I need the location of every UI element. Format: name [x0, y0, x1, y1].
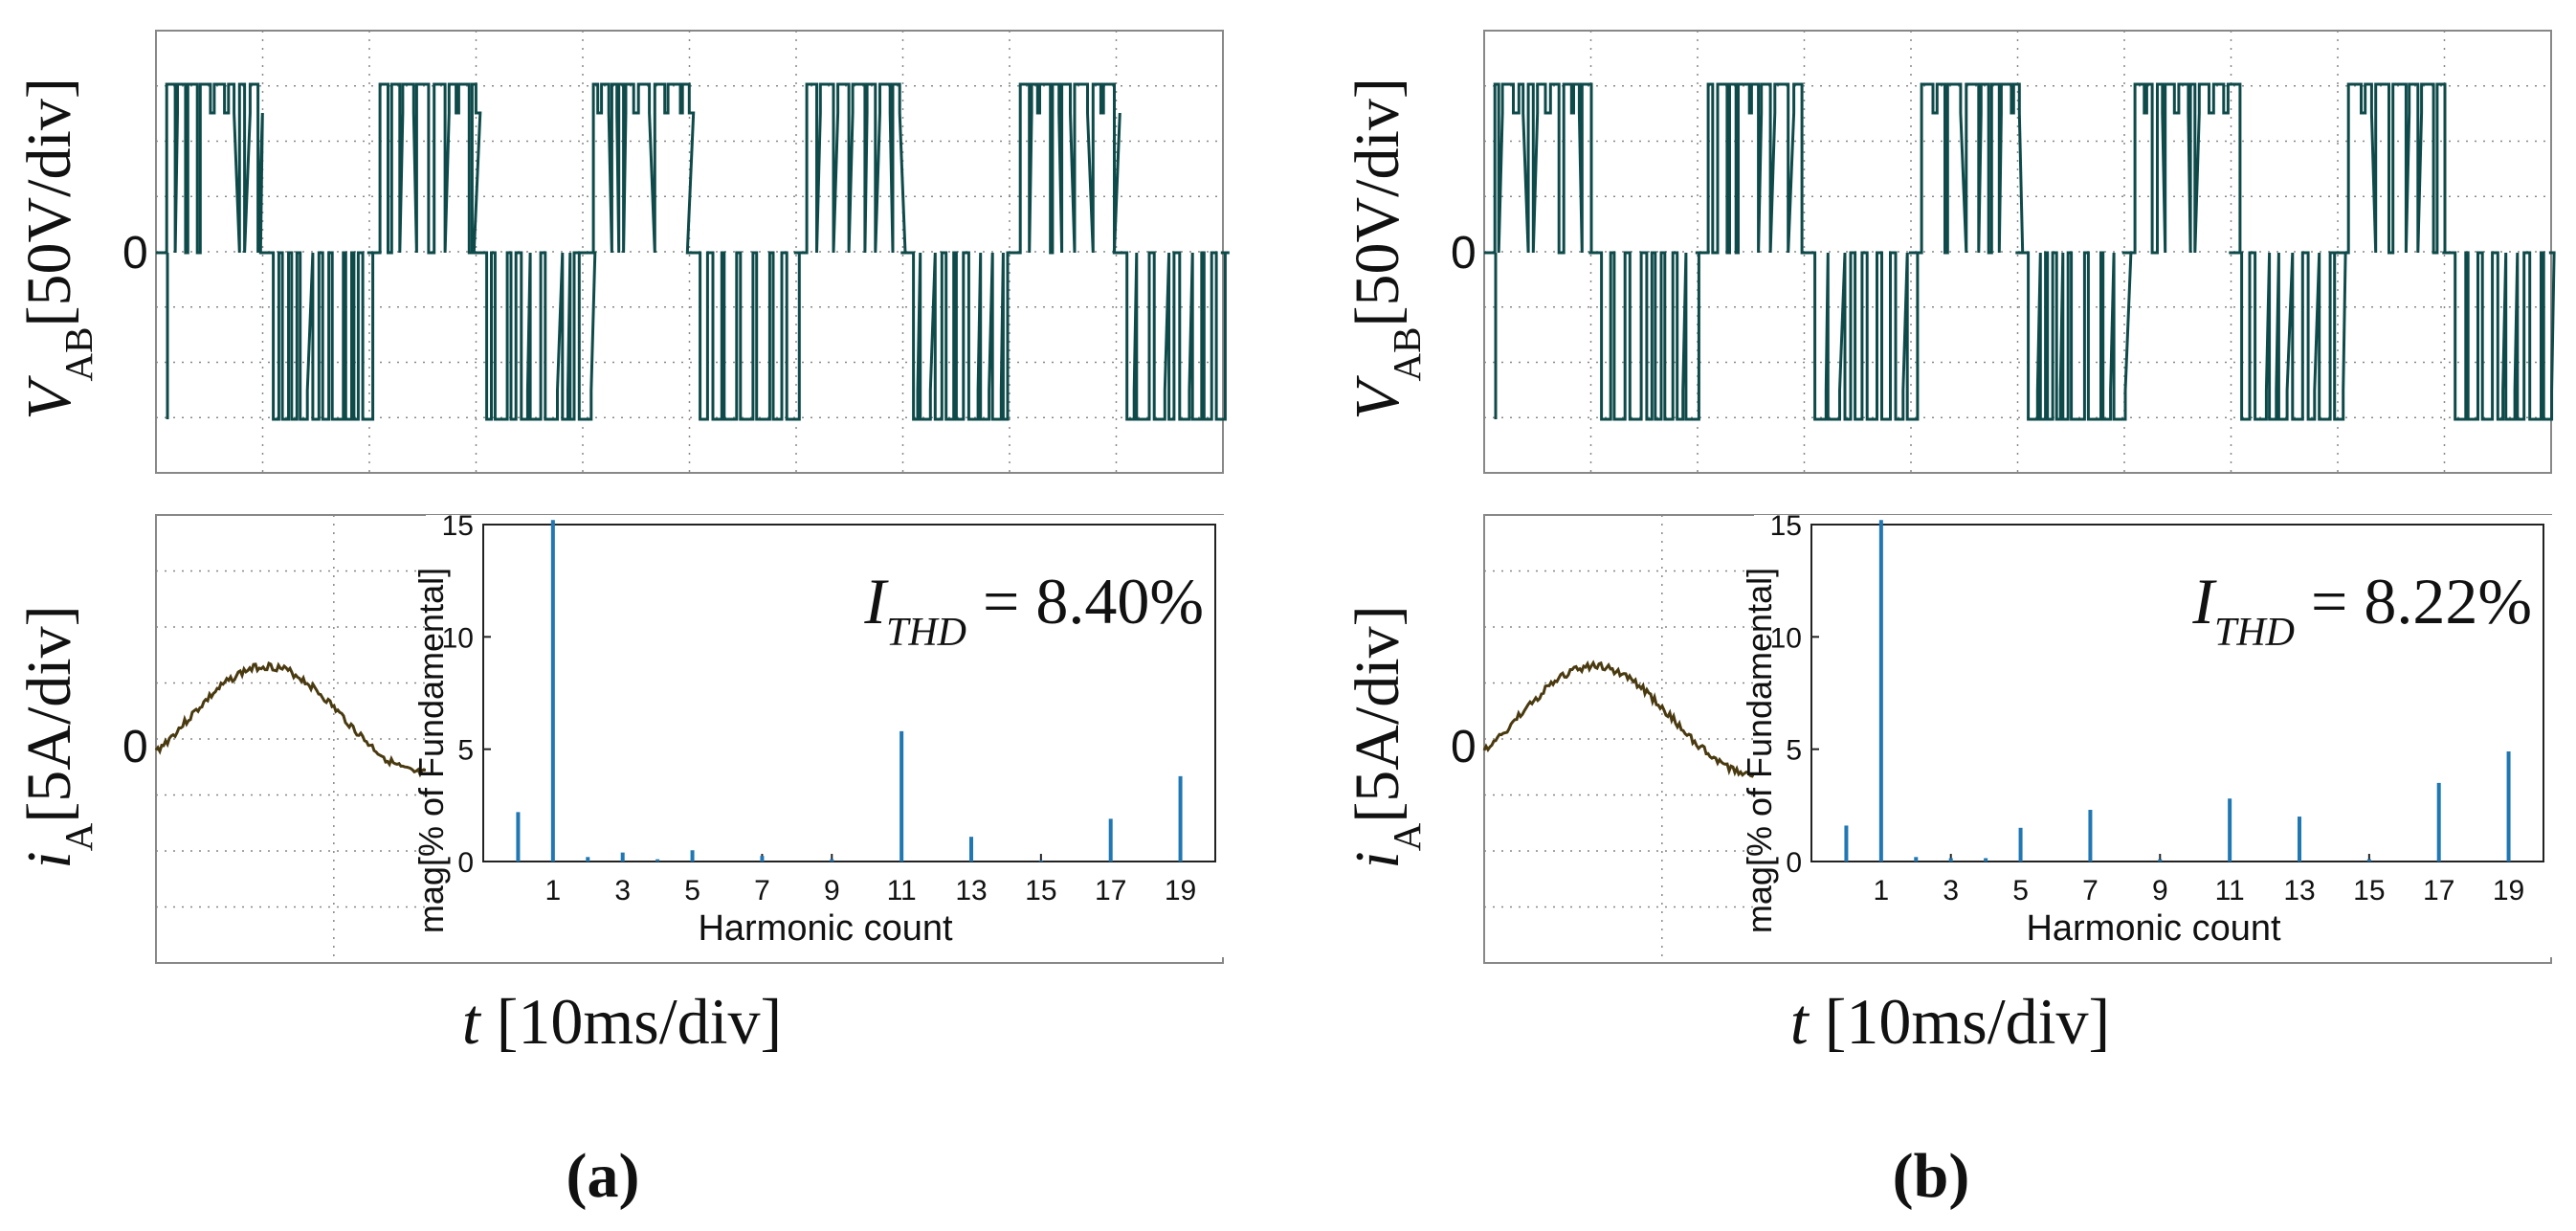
- current-axis-label: iA[5A/div]: [14, 605, 100, 868]
- ytick-label: 5: [457, 735, 474, 767]
- xtick-label: 17: [2423, 875, 2454, 906]
- xtick-label: 11: [2215, 875, 2245, 906]
- xtick-label: 1: [545, 875, 562, 906]
- xtick-label: 3: [614, 875, 631, 906]
- ytick-label: 0: [1786, 847, 1802, 879]
- voltage-trace: [156, 82, 1230, 421]
- xtick-label: 11: [887, 875, 917, 906]
- harmonic-ylabel-group: mag[% of Fundamental]: [1740, 568, 1779, 933]
- current-axis-text: iA[5A/div]: [14, 605, 100, 868]
- voltage-axis-label: VAB[50V/div]: [1343, 78, 1429, 420]
- current-zero-label: 0: [1451, 722, 1477, 772]
- voltage-axis-text: VAB[50V/div]: [1343, 78, 1429, 420]
- time-axis-label: t [10ms/div]: [1790, 985, 2110, 1058]
- xtick-label: 19: [2493, 875, 2524, 906]
- thd-annotation: ITHD = 8.40%: [863, 565, 1204, 655]
- xtick-label: 15: [2353, 875, 2385, 906]
- xtick-label: 1: [1874, 875, 1890, 906]
- inset-axes: [1810, 524, 2544, 862]
- xtick-label: 13: [955, 875, 987, 906]
- current-zero-label: 0: [122, 722, 148, 772]
- current-axis-label: iA[5A/div]: [1343, 605, 1429, 868]
- voltage-zero-label: 0: [1451, 228, 1477, 279]
- xtick-label: 9: [824, 875, 840, 906]
- harmonic-xlabel: Harmonic count: [698, 908, 953, 949]
- xtick-label: 13: [2283, 875, 2315, 906]
- voltage-scope: VAB[50V/div] 0: [14, 30, 1230, 474]
- voltage-axis-label: VAB[50V/div]: [14, 78, 100, 420]
- xtick-label: 7: [2082, 875, 2099, 906]
- panel-label: (b): [1893, 1141, 1970, 1211]
- ytick-label: 15: [1770, 510, 1802, 542]
- voltage-axis-text: VAB[50V/div]: [14, 78, 100, 420]
- current-trace: [154, 660, 427, 778]
- harmonic-ylabel-group: mag[% of Fundamental]: [411, 568, 451, 933]
- panel-label: (a): [566, 1141, 640, 1211]
- xtick-label: 5: [684, 875, 700, 906]
- xtick-label: 19: [1165, 875, 1196, 906]
- current-trace: [1482, 660, 1756, 778]
- voltage-zero-label: 0: [122, 228, 148, 279]
- ytick-label: 0: [457, 847, 474, 879]
- ytick-label: 10: [442, 622, 474, 654]
- harmonic-ylabel: mag[% of Fundamental]: [411, 568, 451, 933]
- time-axis-label: t [10ms/div]: [462, 985, 782, 1058]
- xtick-label: 3: [1943, 875, 1959, 906]
- xtick-label: 7: [754, 875, 770, 906]
- inset-background: [1754, 515, 2555, 957]
- ytick-label: 15: [442, 510, 474, 542]
- ytick-label: 10: [1770, 622, 1802, 654]
- xtick-label: 15: [1025, 875, 1056, 906]
- xtick-label: 9: [2152, 875, 2168, 906]
- ytick-label: 5: [1786, 735, 1802, 767]
- xtick-label: 17: [1095, 875, 1126, 906]
- xtick-label: 5: [2012, 875, 2029, 906]
- harmonic-xlabel: Harmonic count: [2026, 908, 2281, 949]
- current-axis-text: iA[5A/div]: [1343, 605, 1429, 868]
- thd-annotation: ITHD = 8.22%: [2191, 565, 2532, 655]
- voltage-scope: VAB[50V/div] 0: [1343, 30, 2556, 474]
- inset-axes: [482, 524, 1216, 862]
- harmonic-ylabel: mag[% of Fundamental]: [1740, 568, 1779, 933]
- inset-background: [426, 515, 1227, 957]
- voltage-trace: [1484, 82, 2556, 421]
